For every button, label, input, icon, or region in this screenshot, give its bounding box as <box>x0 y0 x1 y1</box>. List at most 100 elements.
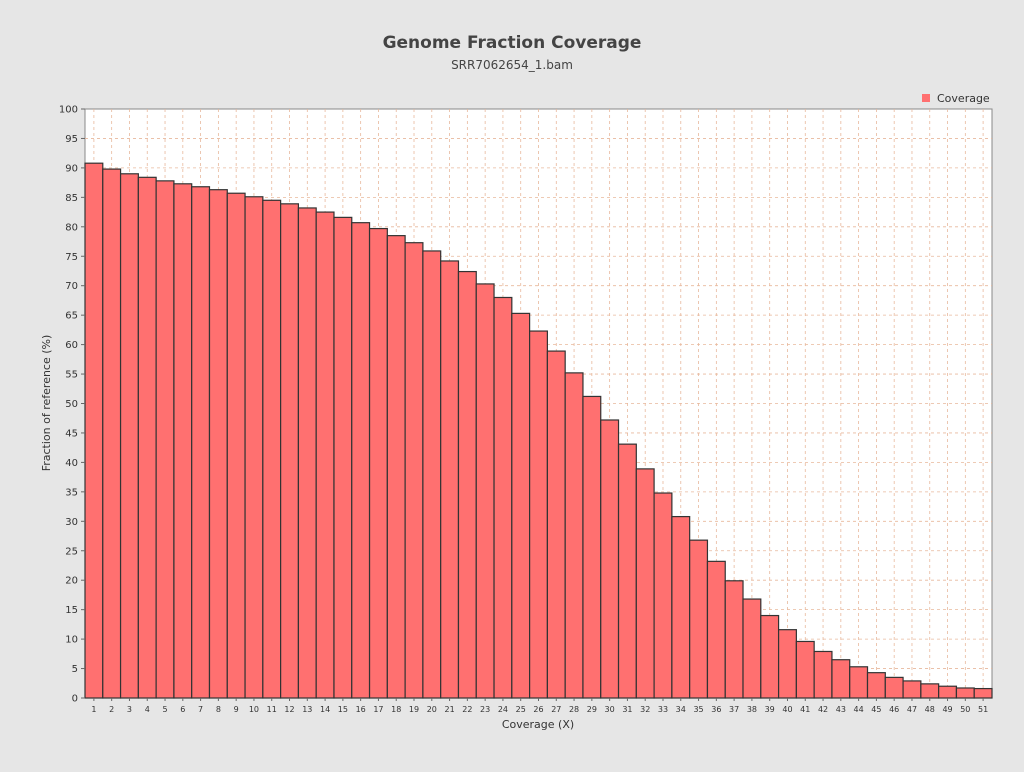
y-tick-label: 25 <box>65 546 78 557</box>
bar-coverage-28 <box>564 372 584 699</box>
bar-coverage-32 <box>635 468 655 699</box>
bar-coverage-13 <box>297 207 317 699</box>
y-tick-label: 50 <box>65 399 78 410</box>
bar-coverage-23 <box>475 283 495 699</box>
x-tick-label: 41 <box>800 705 810 714</box>
bar-coverage-20 <box>422 250 442 699</box>
y-tick-label: 15 <box>65 605 78 616</box>
y-tick-label: 80 <box>65 222 78 233</box>
x-tick-label: 39 <box>765 705 775 714</box>
bar-coverage-36 <box>706 560 726 699</box>
bar-coverage-3 <box>119 173 139 699</box>
x-tick-label: 22 <box>462 705 472 714</box>
bar-coverage-34 <box>671 515 691 699</box>
x-tick-label: 24 <box>498 705 508 714</box>
y-tick-label: 5 <box>72 664 78 675</box>
bar-coverage-17 <box>368 227 388 699</box>
y-axis-label: Fraction of reference (%) <box>40 335 53 472</box>
x-tick-label: 32 <box>640 705 650 714</box>
bar-coverage-10 <box>244 196 264 699</box>
bar-coverage-46 <box>884 676 904 699</box>
x-tick-label: 35 <box>693 705 703 714</box>
y-tick-label: 30 <box>65 517 78 528</box>
bar-coverage-25 <box>511 312 531 699</box>
bar-coverage-47 <box>902 680 922 699</box>
x-tick-label: 46 <box>889 705 899 714</box>
x-tick-label: 13 <box>302 705 312 714</box>
bar-coverage-24 <box>493 296 513 699</box>
bar-coverage-11 <box>262 199 282 699</box>
y-tick-label: 40 <box>65 458 78 469</box>
x-tick-label: 45 <box>871 705 881 714</box>
y-tick-label: 60 <box>65 340 78 351</box>
bar-coverage-40 <box>777 629 797 699</box>
y-tick-label: 65 <box>65 311 78 322</box>
bar-coverage-39 <box>760 614 780 699</box>
x-tick-label: 28 <box>569 705 579 714</box>
bar-coverage-12 <box>280 203 300 699</box>
x-tick-label: 11 <box>267 705 277 714</box>
x-tick-label: 51 <box>978 705 988 714</box>
y-tick-label: 55 <box>65 370 78 381</box>
bar-coverage-8 <box>208 189 228 699</box>
x-tick-label: 14 <box>320 705 330 714</box>
y-tick-label: 90 <box>65 163 78 174</box>
x-axis-label: Coverage (X) <box>502 718 574 731</box>
y-tick-label: 70 <box>65 281 78 292</box>
x-tick-label: 27 <box>551 705 561 714</box>
x-tick-label: 12 <box>284 705 294 714</box>
x-tick-label: 2 <box>109 705 114 714</box>
x-tick-label: 5 <box>162 705 167 714</box>
bar-coverage-31 <box>617 443 637 699</box>
y-axis-ticks: 0 5 10 15 20 25 30 35 40 45 50 55 60 65 70 75 80 85 90 95 10… <box>59 105 85 705</box>
bar-coverage-27 <box>546 350 566 699</box>
bar-coverage-21 <box>440 260 460 699</box>
x-tick-label: 21 <box>444 705 454 714</box>
x-tick-label: 4 <box>145 705 150 714</box>
y-tick-label: 45 <box>65 428 78 439</box>
x-tick-label: 3 <box>127 705 132 714</box>
x-tick-label: 31 <box>622 705 632 714</box>
bar-coverage-6 <box>173 183 193 699</box>
x-tick-label: 36 <box>711 705 721 714</box>
x-tick-label: 26 <box>533 705 543 714</box>
bar-coverage-9 <box>226 192 246 699</box>
x-tick-label: 50 <box>960 705 970 714</box>
x-tick-label: 19 <box>409 705 419 714</box>
bar-coverage-19 <box>404 242 424 699</box>
bar-coverage-30 <box>600 419 620 699</box>
y-tick-label: 85 <box>65 193 78 204</box>
legend-swatch <box>922 94 930 102</box>
bar-coverage-48 <box>920 683 940 699</box>
x-tick-label: 37 <box>729 705 739 714</box>
bar-coverage-7 <box>191 186 211 699</box>
x-tick-label: 25 <box>516 705 526 714</box>
bar-coverage-15 <box>333 216 353 699</box>
x-tick-label: 15 <box>338 705 348 714</box>
x-tick-label: 9 <box>234 705 239 714</box>
x-tick-label: 33 <box>658 705 668 714</box>
x-tick-label: 47 <box>907 705 917 714</box>
y-tick-label: 10 <box>65 635 78 646</box>
bar-coverage-45 <box>866 672 886 699</box>
bar-coverage-16 <box>351 222 371 699</box>
bar-coverage-18 <box>386 235 406 699</box>
bar-coverage-26 <box>529 330 548 699</box>
y-tick-label: 0 <box>72 694 78 705</box>
bar-coverage-44 <box>849 666 869 699</box>
x-tick-label: 17 <box>373 705 383 714</box>
bars <box>84 162 993 699</box>
bar-coverage-33 <box>653 492 673 699</box>
legend-label: Coverage <box>937 92 990 105</box>
x-tick-label: 30 <box>605 705 615 714</box>
x-tick-label: 8 <box>216 705 221 714</box>
x-tick-label: 6 <box>180 705 185 714</box>
x-tick-label: 48 <box>925 705 935 714</box>
x-tick-label: 29 <box>587 705 597 714</box>
bar-coverage-29 <box>582 395 602 699</box>
x-tick-label: 20 <box>427 705 437 714</box>
x-tick-label: 49 <box>942 705 952 714</box>
x-tick-label: 44 <box>854 705 864 714</box>
x-tick-label: 18 <box>391 705 401 714</box>
